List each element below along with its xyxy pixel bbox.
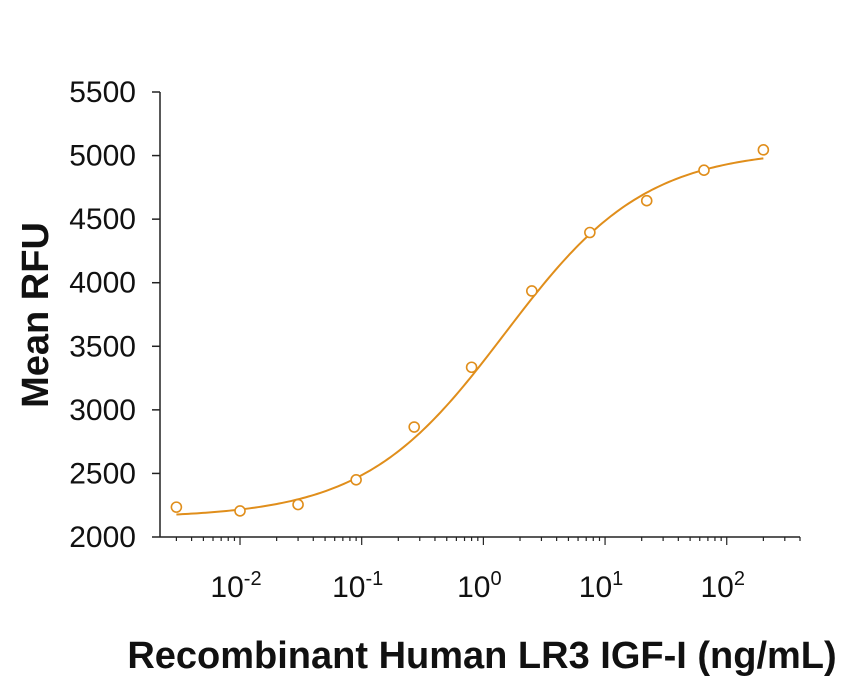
data-point (408, 421, 420, 433)
data-point (640, 194, 653, 207)
y-tick-label: 2000 (69, 521, 136, 554)
data-points-layer (170, 144, 770, 517)
data-point (465, 361, 478, 374)
x-tick-label: 101 (579, 568, 624, 604)
data-point (757, 144, 770, 156)
axes: 2000 2500 3000 3500 4000 4500 5000 5500 10-2 10-1… (69, 76, 801, 604)
y-tick-label: 5000 (69, 140, 136, 173)
data-point (234, 505, 246, 517)
x-tick-label: 10-1 (332, 568, 383, 604)
x-axis-title: Recombinant Human LR3 IGF-I (ng/mL) (127, 635, 836, 677)
y-tick-label: 2500 (69, 457, 136, 490)
data-point (525, 285, 538, 297)
y-tick-label: 5500 (69, 76, 136, 109)
fitted-curve (176, 157, 764, 516)
x-tick-label: 100 (457, 568, 501, 604)
y-axis-title: Mean RFU (15, 222, 57, 408)
y-tick-label: 4000 (69, 267, 136, 300)
x-tick-label: 10-2 (210, 568, 261, 604)
data-point (292, 498, 304, 511)
data-point (350, 473, 362, 486)
fitted-curve-layer (176, 157, 764, 516)
y-tick-label: 4500 (69, 203, 136, 236)
x-tick-label: 102 (700, 568, 745, 604)
data-point (698, 164, 710, 176)
data-point (170, 501, 183, 513)
data-point (584, 226, 596, 239)
y-tick-label: 3500 (69, 330, 136, 363)
y-tick-label: 3000 (69, 394, 136, 427)
